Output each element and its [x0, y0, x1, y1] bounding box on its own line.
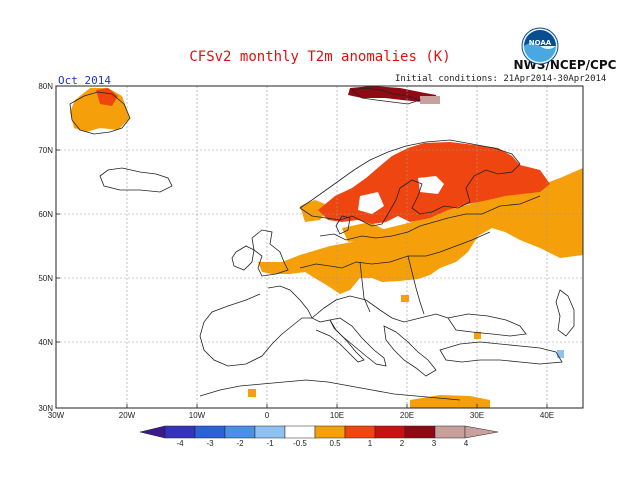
lat-label: 30N	[38, 404, 53, 413]
colorbar-segment	[224, 425, 256, 439]
lon-label: 30W	[48, 411, 65, 420]
colorbar-segment	[434, 425, 466, 439]
lat-label: 60N	[38, 210, 53, 219]
lon-label: 40E	[540, 411, 554, 420]
lon-label: 10W	[189, 411, 206, 420]
colorbar-label: 1	[368, 439, 373, 448]
colorbar: -4 -3 -2 -1 -0.5 0.5 1 2 3 4	[139, 425, 499, 448]
lat-label: 50N	[38, 274, 53, 283]
colorbar-label: -3	[206, 439, 214, 448]
logo-text: NOAA	[529, 39, 552, 47]
colorbar-label: -4	[176, 439, 184, 448]
anomaly-0.5-1	[70, 88, 583, 408]
lon-label: 10E	[330, 411, 344, 420]
anomaly-neg-0.5-1	[557, 350, 564, 358]
colorbar-label: -1	[266, 439, 274, 448]
initial-conditions: Initial conditions: 21Apr2014-30Apr2014	[395, 74, 607, 84]
colorbar-segment	[404, 425, 436, 439]
map-frame	[55, 85, 584, 409]
colorbar-segment	[314, 425, 346, 439]
colorbar-segment	[284, 425, 316, 439]
lat-label: 80N	[38, 82, 53, 91]
colorbar-segment	[374, 425, 406, 439]
forecast-month: Oct 2014	[58, 74, 111, 87]
lat-label: 40N	[38, 338, 53, 347]
axis-ticks	[55, 85, 548, 409]
colorbar-label: 4	[464, 439, 469, 448]
colorbar-left-tip	[139, 425, 166, 439]
map-title: CFSv2 monthly T2m anomalies (K)	[189, 49, 451, 65]
lon-label: 30E	[470, 411, 484, 420]
colorbar-label: 0.5	[329, 439, 341, 448]
colorbar-segment	[194, 425, 226, 439]
lon-label: 0	[265, 411, 270, 420]
colorbar-segment	[254, 425, 286, 439]
colorbar-label: -0.5	[293, 439, 307, 448]
colorbar-label: 2	[400, 439, 405, 448]
lon-label: 20W	[119, 411, 136, 420]
map-background	[56, 86, 583, 408]
colorbar-label: 3	[432, 439, 437, 448]
noaa-logo-icon: NOAA	[521, 27, 559, 65]
colorbar-segment	[344, 425, 376, 439]
lat-label: 70N	[38, 146, 53, 155]
colorbar-label: -2	[236, 439, 244, 448]
colorbar-right-tip	[464, 425, 499, 439]
lon-label: 20E	[400, 411, 414, 420]
gridlines	[56, 86, 583, 408]
coastlines	[69, 87, 575, 401]
anomaly-gaps	[358, 176, 444, 214]
colorbar-segment	[164, 425, 196, 439]
anomaly-above-4	[420, 96, 440, 104]
